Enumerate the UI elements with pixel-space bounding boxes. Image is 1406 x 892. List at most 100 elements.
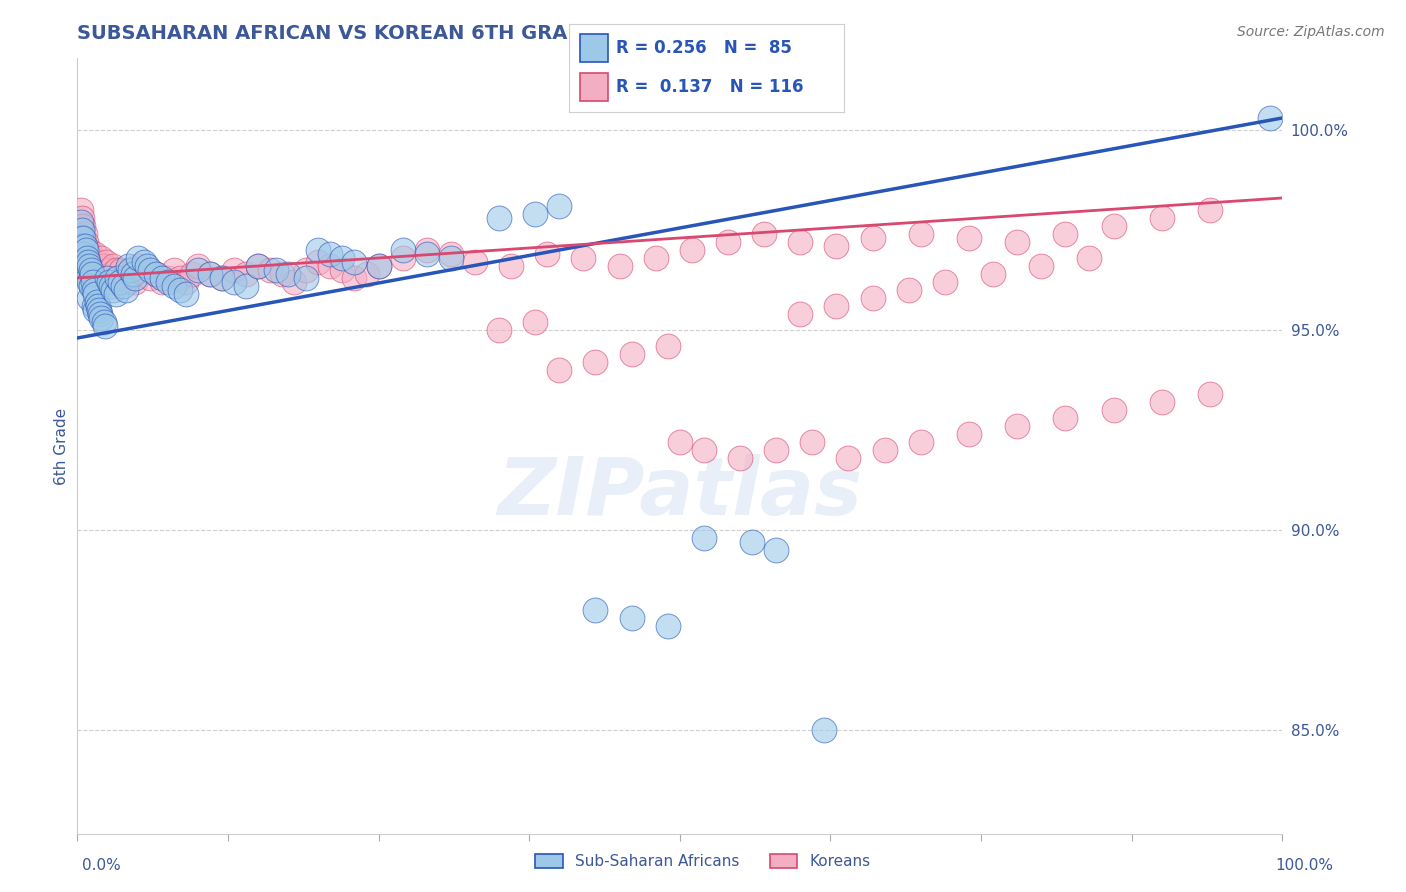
Point [1102,219,1125,233]
Point [77,255,100,269]
Point [862,291,884,305]
Point [211,271,233,285]
Point [1031,259,1053,273]
Point [73,255,96,269]
Point [332,263,354,277]
Point [681,243,703,257]
Point [319,259,342,273]
Point [741,535,763,549]
Point [138,271,160,285]
Point [82,263,104,277]
Point [73,227,96,241]
Point [86,295,108,310]
Point [222,263,245,277]
Text: R = 0.256   N =  85: R = 0.256 N = 85 [616,38,792,57]
Point [416,247,439,261]
Point [84,287,107,301]
Bar [581,34,607,62]
Point [981,267,1004,281]
Point [440,247,463,261]
Point [112,271,135,285]
Point [693,531,716,545]
Point [657,619,679,633]
Point [198,267,221,281]
Point [100,267,122,281]
Text: 0.0%: 0.0% [82,858,121,872]
Point [79,263,101,277]
Point [957,231,980,245]
Point [83,299,105,313]
Text: SUBSAHARAN AFRICAN VS KOREAN 6TH GRADE CORRELATION CHART: SUBSAHARAN AFRICAN VS KOREAN 6TH GRADE C… [77,23,838,43]
Point [73,239,96,253]
Point [107,271,129,285]
Point [235,267,257,281]
Point [356,267,378,281]
Point [440,251,463,265]
Point [70,231,93,245]
Point [96,255,118,269]
Point [1005,235,1028,249]
Point [86,255,108,269]
Point [1199,202,1222,217]
Point [79,243,101,257]
Point [87,299,110,313]
Point [488,323,510,337]
Point [75,235,97,249]
Point [657,339,679,353]
Point [72,247,94,261]
Point [79,279,101,293]
Point [717,235,740,249]
Point [1054,411,1077,425]
Point [572,251,595,265]
Point [163,279,186,293]
Point [264,263,287,277]
Point [90,310,112,325]
Point [97,263,120,277]
Point [70,263,93,277]
Text: Source: ZipAtlas.com: Source: ZipAtlas.com [1237,25,1385,39]
Point [114,267,136,281]
Point [84,247,107,261]
Point [1102,403,1125,417]
Point [79,275,101,289]
Point [93,259,115,273]
Point [174,287,197,301]
Point [187,263,209,277]
Point [163,263,186,277]
Point [801,435,824,450]
Point [825,239,848,253]
Point [277,267,299,281]
Point [121,267,143,281]
Point [548,199,571,213]
Point [76,259,98,273]
Point [789,235,811,249]
Point [75,243,97,257]
Point [70,227,93,241]
Point [524,315,547,329]
Point [957,427,980,442]
Point [862,231,884,245]
Point [110,263,132,277]
Point [1258,111,1281,125]
Point [501,259,523,273]
Point [307,255,329,269]
Point [198,267,221,281]
Point [127,259,149,273]
Point [70,211,93,225]
Point [87,259,110,273]
Point [77,267,100,281]
Point [343,255,366,269]
Point [910,227,932,241]
Point [1150,211,1173,225]
Point [70,215,93,229]
Point [132,255,155,269]
Point [124,271,146,285]
Point [94,318,117,333]
Point [609,259,631,273]
Point [105,271,128,285]
Point [156,271,179,285]
Point [150,271,173,285]
Point [70,247,93,261]
Point [77,271,100,285]
Point [75,251,97,265]
